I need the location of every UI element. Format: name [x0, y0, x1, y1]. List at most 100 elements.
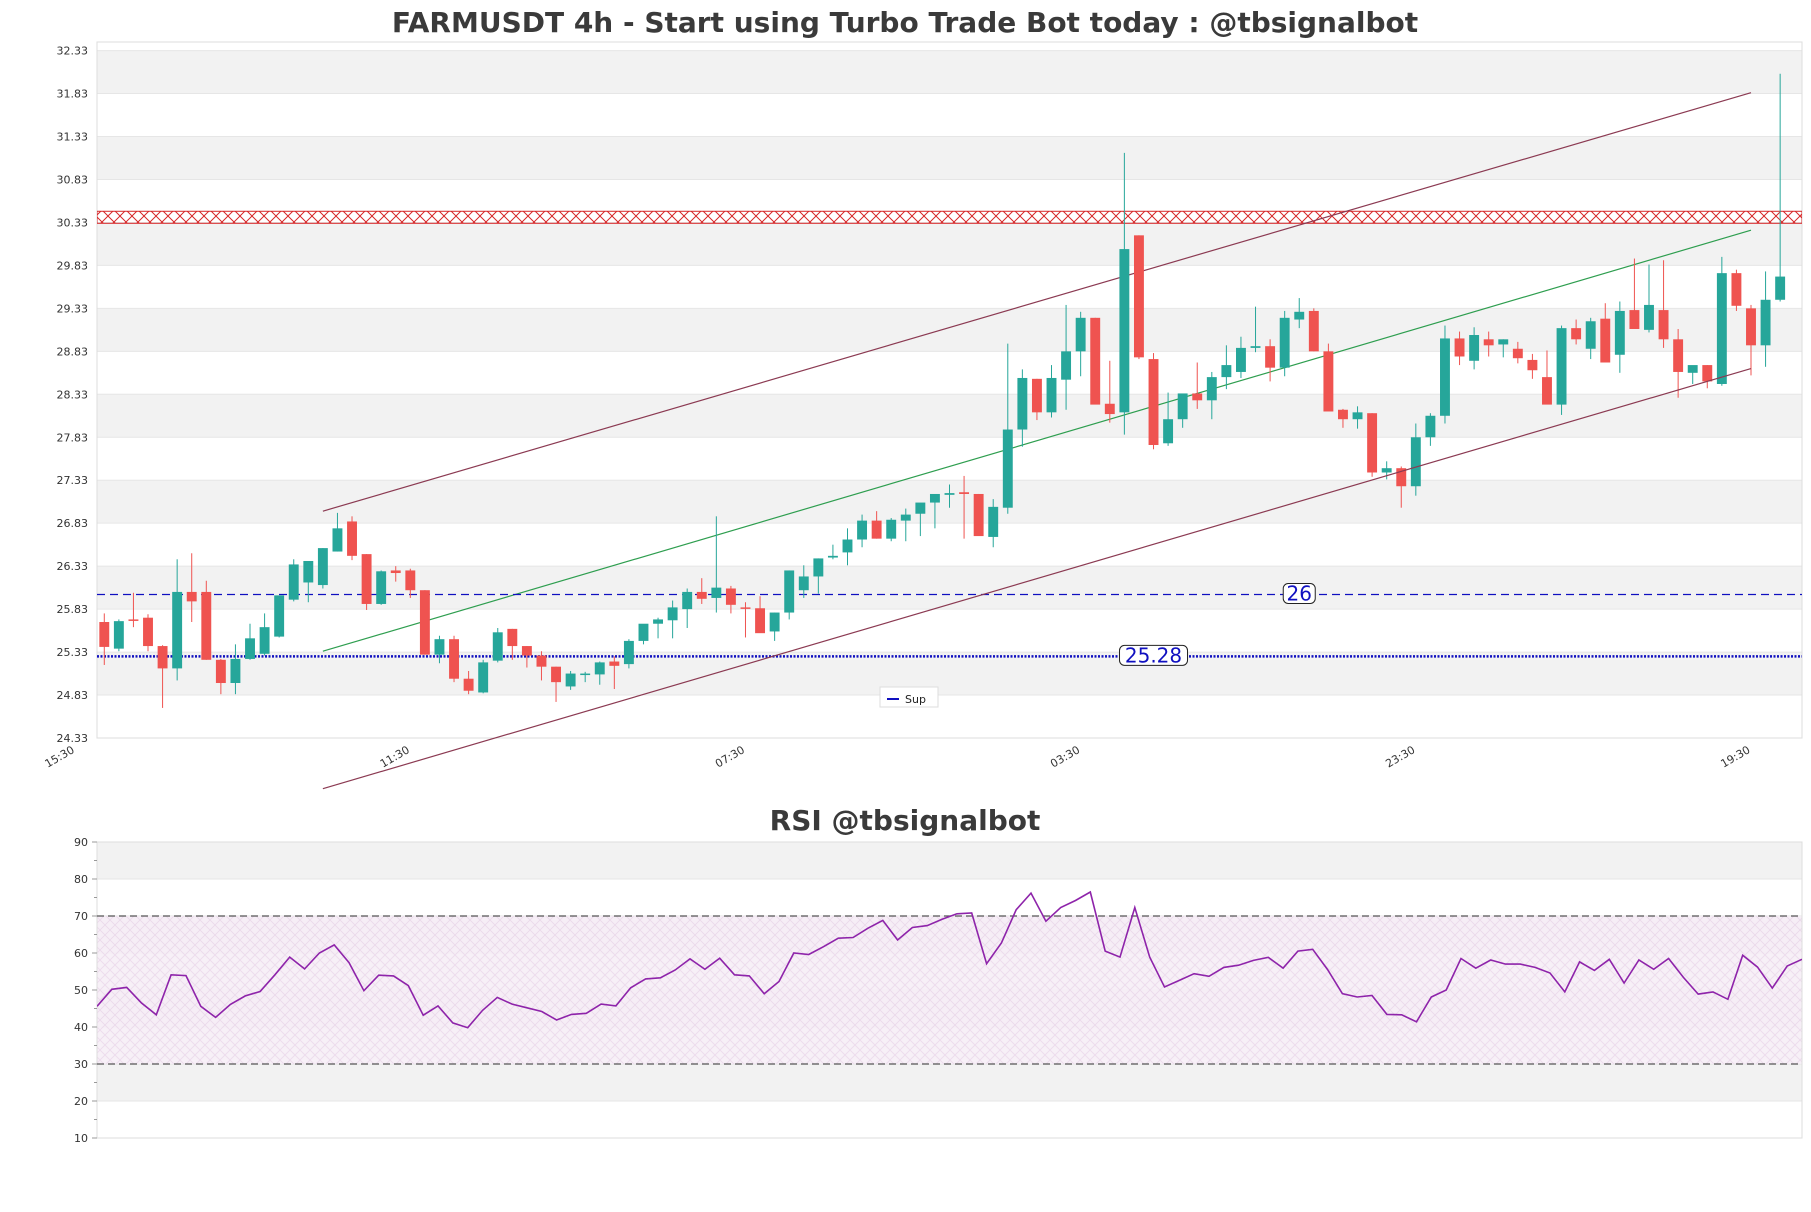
candle-body — [303, 560, 314, 583]
candle-body — [580, 673, 591, 676]
rsi-y-tick-label: 30 — [74, 1058, 88, 1071]
level-label-text: 25.28 — [1125, 643, 1182, 667]
price-y-tick-label: 25.33 — [57, 646, 89, 659]
candle-body — [259, 627, 270, 654]
candle-body — [1235, 347, 1246, 372]
candle-body — [507, 628, 518, 647]
channel-lower-line — [322, 367, 1752, 790]
rsi-y-axis: 10 20 30 40 50 60 70 80 90 — [74, 836, 97, 1145]
price-grid-band — [97, 394, 1802, 438]
candle-body — [1279, 317, 1290, 368]
candle-body — [1571, 328, 1582, 340]
price-y-tick-label: 30.83 — [57, 173, 89, 186]
candle-body — [536, 655, 547, 667]
candle-body — [1265, 346, 1276, 368]
candle-body — [755, 608, 766, 634]
level-label-box — [1282, 583, 1316, 605]
candle-body — [405, 570, 416, 591]
price-grid-band — [97, 566, 1802, 610]
candle-body — [128, 619, 139, 621]
candle-body — [347, 521, 357, 556]
candle-body — [1061, 351, 1072, 380]
candle-body — [1075, 317, 1086, 352]
candle-body — [1396, 468, 1407, 487]
level-label-text: 26 — [1287, 582, 1312, 606]
rsi-y-tick-label: 50 — [74, 984, 88, 997]
candle-body — [492, 632, 503, 661]
candle-body — [915, 502, 926, 514]
candle-body — [1454, 338, 1465, 357]
price-x-tick-label: 23:30 — [1383, 743, 1417, 770]
rsi-y-tick-label: 70 — [74, 910, 88, 923]
candle-body — [1031, 378, 1042, 413]
candle-body — [1381, 468, 1392, 473]
candle-body — [1352, 412, 1363, 420]
candle-body — [143, 617, 153, 647]
candle-body — [565, 673, 576, 687]
candle-body — [215, 659, 226, 684]
candle-body — [1760, 299, 1771, 346]
candle-body — [667, 607, 678, 621]
candle-body — [1658, 310, 1669, 340]
candle-body — [1483, 339, 1494, 346]
candle-body — [1367, 413, 1378, 473]
candle-body — [1177, 393, 1188, 420]
candle-body — [973, 493, 984, 537]
candle-body — [725, 588, 736, 605]
candle-body — [696, 591, 707, 599]
price-y-tick-label: 28.83 — [57, 345, 89, 358]
candle-body — [201, 591, 212, 660]
candle-body — [682, 591, 693, 610]
level-lines — [97, 593, 1802, 658]
candle-body — [1746, 308, 1756, 346]
price-y-tick-label: 29.83 — [57, 259, 89, 272]
candle-body — [813, 558, 824, 577]
candle-body — [157, 646, 168, 669]
candle-body — [99, 622, 110, 647]
legend-label-sup: Sup — [905, 693, 926, 706]
level-label-box — [1119, 644, 1189, 666]
price-grid-band — [97, 222, 1802, 266]
candle-body — [1090, 317, 1101, 405]
candle-body — [230, 658, 241, 684]
price-y-tick-label: 25.83 — [57, 603, 89, 616]
price-y-tick-label: 30.33 — [57, 216, 89, 229]
price-panel: 26 25.28 24.33 24.83 25.33 25.83 26.33 26.83 27… — [43, 6, 1803, 790]
price-y-tick-label: 24.83 — [57, 689, 89, 702]
candle-body — [1673, 339, 1684, 372]
candle-body — [288, 564, 299, 600]
candle-body — [886, 519, 897, 539]
candle-body — [1731, 273, 1742, 306]
candle-body — [317, 548, 328, 586]
candle-body — [711, 587, 722, 598]
candle-body — [609, 661, 620, 666]
candle-body — [1148, 359, 1159, 445]
candle-body — [988, 506, 999, 537]
candle-body — [1527, 359, 1538, 371]
candle-body — [1425, 415, 1436, 438]
candle-body — [653, 619, 664, 624]
price-y-tick-label: 31.83 — [57, 88, 89, 101]
candle-body — [638, 623, 649, 641]
rsi-y-tick-label: 60 — [74, 947, 88, 960]
candle-body — [1192, 393, 1203, 401]
price-y-tick-label: 26.83 — [57, 517, 89, 530]
candle-body — [1629, 310, 1640, 329]
rsi-grid-band — [97, 1064, 1802, 1101]
candle-body — [478, 662, 489, 693]
level-labels: 26 25.28 — [1119, 582, 1316, 667]
price-x-tick-label: 03:30 — [1048, 743, 1082, 770]
candle-body — [1644, 304, 1654, 330]
rsi-grid-band — [97, 842, 1802, 879]
candle-body — [113, 621, 124, 649]
candle-body — [521, 646, 532, 656]
candle-body — [1221, 365, 1232, 378]
price-x-tick-label: 11:30 — [378, 743, 412, 770]
candle-body — [1002, 429, 1013, 508]
channel-upper-line — [322, 92, 1752, 512]
candle-body — [361, 554, 372, 604]
candle-body — [740, 607, 751, 609]
price-y-tick-label: 31.33 — [57, 131, 89, 144]
candle-body — [929, 493, 940, 503]
